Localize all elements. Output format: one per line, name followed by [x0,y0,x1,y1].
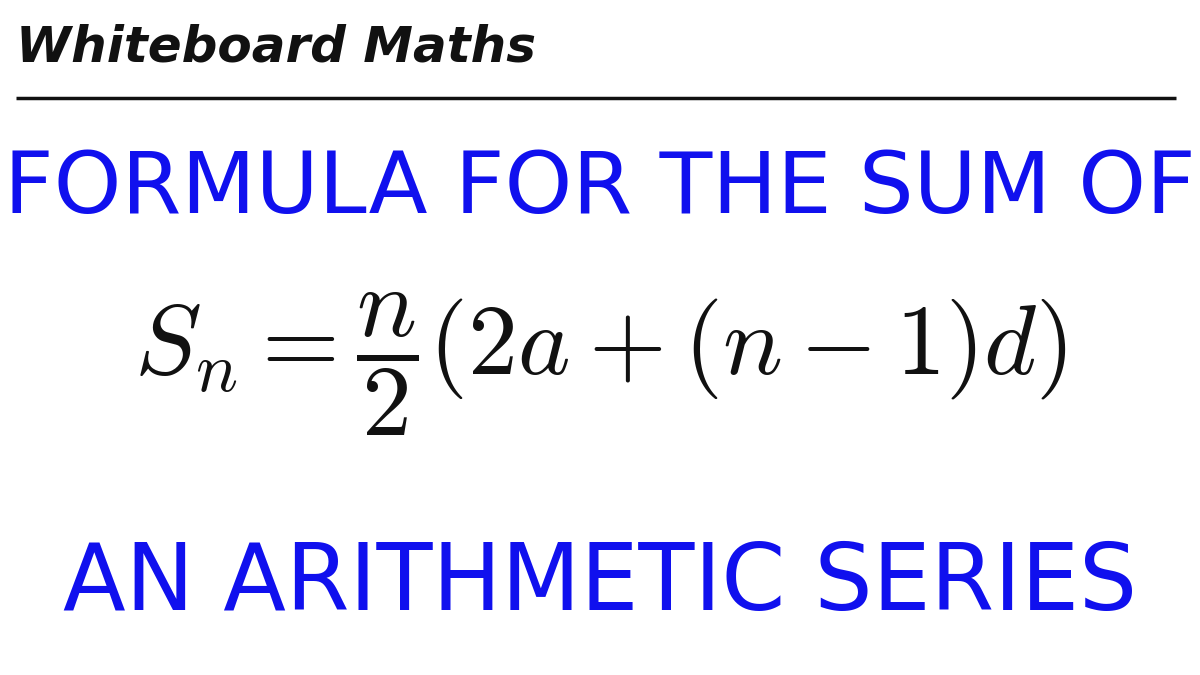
Text: $S_n = \dfrac{n}{2}(2a + (n-1)d)$: $S_n = \dfrac{n}{2}(2a + (n-1)d)$ [133,291,1067,438]
Text: AN ARITHMETIC SERIES: AN ARITHMETIC SERIES [62,539,1138,629]
Text: Whiteboard Maths: Whiteboard Maths [16,24,535,72]
Text: FORMULA FOR THE SUM OF: FORMULA FOR THE SUM OF [4,148,1196,230]
